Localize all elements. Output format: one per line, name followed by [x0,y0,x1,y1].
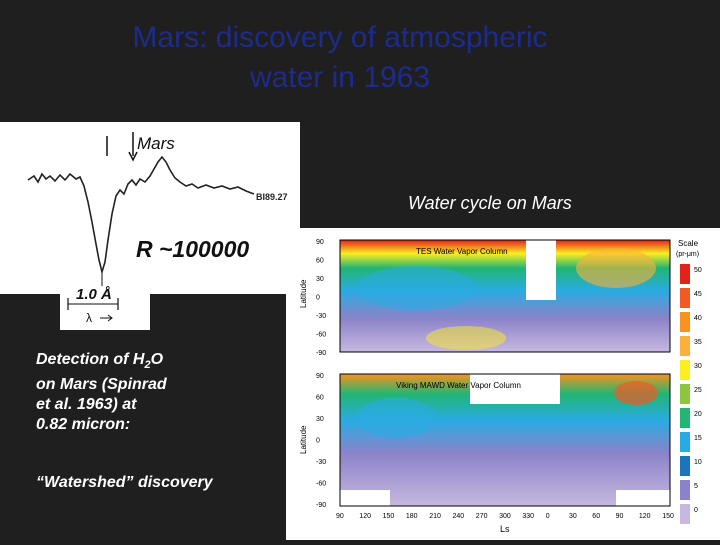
top-lat-tick: -60 [316,332,326,339]
ls-tick: 180 [406,513,418,520]
ls-tick: 120 [639,513,651,520]
top-lat-tick: 0 [316,295,320,302]
scale-value: 30 [694,363,702,370]
top-lat-tick: -30 [316,313,326,320]
scale-swatch [680,504,690,524]
scale-swatch [680,360,690,380]
detection-line-1-end: O [150,351,164,368]
ls-tick: 90 [616,513,624,520]
ls-tick: 150 [662,513,674,520]
bottom-y-axis-label: Latitude [299,425,308,454]
scale-swatch [680,336,690,356]
scale-value: 15 [694,435,702,442]
ls-tick: 300 [499,513,511,520]
scale-bar [67,298,119,322]
ls-tick: 330 [522,513,534,520]
top-lat-tick: 30 [316,276,324,283]
water-vapor-figure: TES Water Vapor Column Viking MAWD Water… [286,228,720,540]
top-lat-tick: 60 [316,258,324,265]
scale-value: 5 [694,483,698,490]
scale-value: 50 [694,267,702,274]
detection-subscript: 2 [144,359,151,372]
mars-label: Mars [137,134,175,153]
mawd-data-gap [470,374,560,404]
detection-line-4: 0.82 micron: [36,416,131,434]
ls-tick: 0 [546,513,550,520]
scale-swatch [680,456,690,476]
bottom-lat-tick: -30 [316,459,326,466]
plate-id-label: BI89.27 [256,192,288,202]
bottom-lat-tick: 60 [316,395,324,402]
scale-value: 40 [694,315,702,322]
bottom-lat-tick: 0 [316,438,320,445]
spectrum-scale-box [60,294,150,330]
spectrum-trace [27,155,255,276]
scale-title: Scale [678,239,699,248]
scale-value: 45 [694,291,702,298]
scale-unit: (pr-μm) [676,251,699,258]
mars-arrow-head [128,151,138,162]
top-lat-tick: -90 [316,350,326,357]
ls-tick: 150 [383,513,395,520]
bottom-lat-tick: 90 [316,373,324,380]
scale-swatch [680,432,690,452]
spectrum-plot [27,132,255,286]
detection-line-3: et al. 1963) at [36,396,137,414]
scale-swatch [680,288,690,308]
ls-tick: 240 [453,513,465,520]
scale-swatch [680,384,690,404]
wavelength-label: λ [86,311,92,325]
scale-swatch [680,312,690,332]
ls-tick: 120 [359,513,371,520]
slide-title: Mars: discovery of atmospheric water in … [60,18,620,98]
ls-tick: 30 [569,513,577,520]
scale-value: 20 [694,411,702,418]
ls-tick: 90 [336,513,344,520]
resolution-label: R ~100000 [136,236,250,262]
water-vapor-maps: TES Water Vapor Column Viking MAWD Water… [299,239,702,534]
ls-tick: 60 [592,513,600,520]
watershed-text: “Watershed” discovery [36,474,213,491]
scale-label: 1.0 Å [76,286,112,303]
x-axis-label: Ls [500,524,510,534]
ls-tick: 210 [429,513,441,520]
top-y-axis-label: Latitude [299,279,308,308]
scale-swatch [680,480,690,500]
scale-value: 25 [694,387,702,394]
title-line-1: Mars: discovery of atmospheric [132,21,548,54]
scale-swatch [680,264,690,284]
bottom-lat-tick: 30 [316,416,324,423]
detection-line-2: on Mars (Spinrad [36,376,167,394]
tes-title: TES Water Vapor Column [416,247,508,256]
ls-tick: 270 [476,513,488,520]
scale-value: 0 [694,507,698,514]
bottom-lat-tick: -60 [316,481,326,488]
scale-value: 10 [694,459,702,466]
detection-line-1: Detection of H [36,351,145,368]
spectrum-panel [0,122,300,294]
scale-value: 35 [694,339,702,346]
tes-data-gap [526,240,556,300]
top-lat-tick: 90 [316,239,324,246]
water-cycle-label: Water cycle on Mars [408,193,572,213]
mawd-title: Viking MAWD Water Vapor Column [396,381,521,390]
title-line-2: water in 1963 [249,61,431,94]
detection-text: Detection of H2O on Mars (Spinrad et al.… [36,350,276,435]
bottom-lat-tick: -90 [316,502,326,509]
scale-swatch [680,408,690,428]
